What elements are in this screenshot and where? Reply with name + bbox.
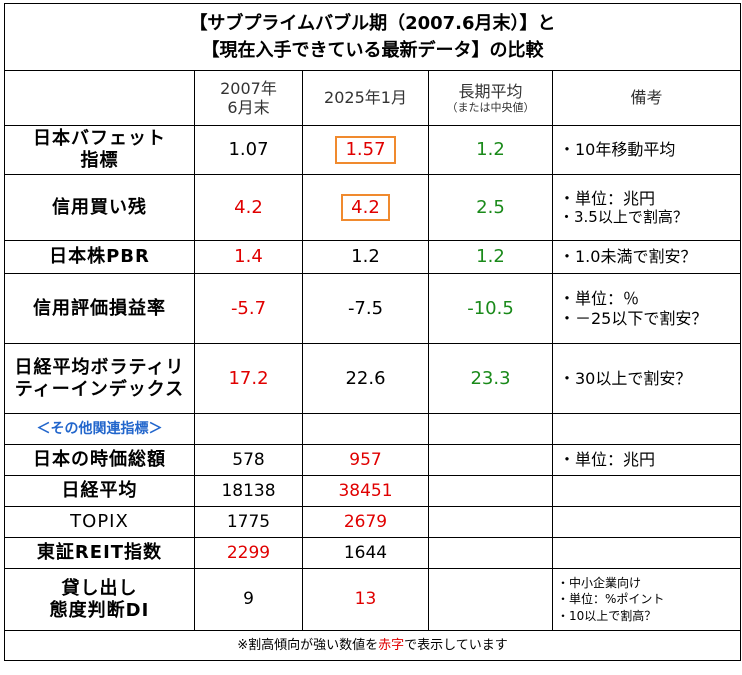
value-2025: 22.6	[302, 343, 429, 414]
row-note: ・中小企業向け ・単位：%ポイント ・10以上で割高？	[552, 568, 741, 631]
row-note: ・30以上で割安？	[552, 343, 741, 414]
footer-highlight: 赤字	[378, 637, 405, 653]
row-label: 信用買い残	[4, 174, 195, 241]
row-note: ・単位：兆円	[552, 444, 741, 476]
value-2025: 2679	[302, 506, 429, 538]
table-row: 日本の時価総額 578 957 ・単位：兆円	[4, 444, 741, 476]
value-2007: 17.2	[194, 343, 303, 414]
value-2007: 2299	[194, 537, 303, 569]
row-note: ・10年移動平均	[552, 125, 741, 175]
header-longterm-sub: （または中央値）	[446, 101, 535, 114]
value-2025: 957	[302, 444, 429, 476]
value-longterm: -10.5	[428, 273, 553, 344]
value-2025: 1.57	[302, 125, 429, 175]
footer-note: ※割高傾向が強い数値を赤字で表示しています	[4, 630, 741, 661]
table-row: 日経平均ボラティリ ティーインデックス 17.2 22.6 23.3 ・30以上…	[4, 343, 741, 414]
header-blank	[4, 70, 195, 126]
highlight-box: 1.57	[335, 136, 396, 164]
title-line1: 【サブプライムバブル期（2007.6月末）】と	[189, 13, 556, 34]
section-label: ＜その他関連指標＞	[4, 413, 195, 445]
value-2007: -5.7	[194, 273, 303, 344]
row-note: ・単位：％ ・－25以下で割安？	[552, 273, 741, 344]
table-row: 東証REIT指数 2299 1644	[4, 537, 741, 569]
row-label: 東証REIT指数	[4, 537, 195, 569]
value-2007: 578	[194, 444, 303, 476]
table-row: 日本バフェット 指標 1.07 1.57 1.2 ・10年移動平均	[4, 125, 741, 175]
value-2025: 1644	[302, 537, 429, 569]
value-2025: 4.2	[302, 174, 429, 241]
value-2007: 1.07	[194, 125, 303, 175]
table-row: TOPIX 1775 2679	[4, 506, 741, 538]
value-2025: -7.5	[302, 273, 429, 344]
row-note: ・1.0未満で割安？	[552, 240, 741, 274]
value-longterm: 2.5	[428, 174, 553, 241]
table-row: 信用評価損益率 -5.7 -7.5 -10.5 ・単位：％ ・－25以下で割安？	[4, 273, 741, 344]
row-label: 日本バフェット 指標	[4, 125, 195, 175]
row-label: 信用評価損益率	[4, 273, 195, 344]
table-row: 信用買い残 4.2 4.2 2.5 ・単位：兆円 ・3.5以上で割高？	[4, 174, 741, 241]
title-line2: 【現在入手できている最新データ】の比較	[201, 40, 544, 61]
value-2025: 38451	[302, 475, 429, 507]
table-title: 【サブプライムバブル期（2007.6月末）】と 【現在入手できている最新データ】…	[4, 3, 741, 71]
row-label: 日経平均ボラティリ ティーインデックス	[4, 343, 195, 414]
highlight-box: 4.2	[341, 193, 390, 222]
table-row: 日本株PBR 1.4 1.2 1.2 ・1.0未満で割安？	[4, 240, 741, 274]
value-2007: 18138	[194, 475, 303, 507]
row-label: 日経平均	[4, 475, 195, 507]
value-2007: 4.2	[194, 174, 303, 241]
value-longterm: 23.3	[428, 343, 553, 414]
value-2007: 9	[194, 568, 303, 631]
header-2007: 2007年 6月末	[194, 70, 303, 126]
value-2007: 1.4	[194, 240, 303, 274]
value-longterm: 1.2	[428, 125, 553, 175]
table-row: 貸し出し 態度判断DI 9 13 ・中小企業向け ・単位：%ポイント ・10以上…	[4, 568, 741, 631]
value-2007: 1775	[194, 506, 303, 538]
row-label: 日本の時価総額	[4, 444, 195, 476]
row-label: TOPIX	[4, 506, 195, 538]
row-label: 貸し出し 態度判断DI	[4, 568, 195, 631]
value-longterm: 1.2	[428, 240, 553, 274]
table-row: 日経平均 18138 38451	[4, 475, 741, 507]
value-2025: 13	[302, 568, 429, 631]
header-2025: 2025年1月	[302, 70, 429, 126]
header-notes: 備考	[552, 70, 741, 126]
row-label: 日本株PBR	[4, 240, 195, 274]
header-longterm: 長期平均 （または中央値）	[428, 70, 553, 126]
value-2025: 1.2	[302, 240, 429, 274]
row-note: ・単位：兆円 ・3.5以上で割高？	[552, 174, 741, 241]
comparison-table: 【サブプライムバブル期（2007.6月末）】と 【現在入手できている最新データ】…	[4, 3, 741, 661]
